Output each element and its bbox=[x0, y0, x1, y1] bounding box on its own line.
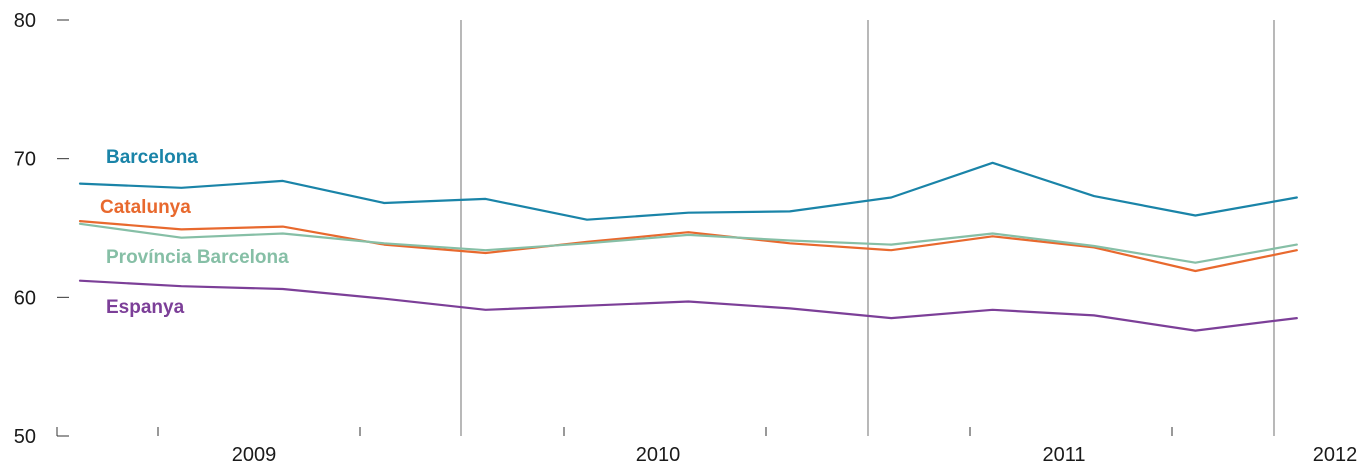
x-year-label-2011: 2011 bbox=[1042, 444, 1085, 466]
series-layer bbox=[78, 161, 1298, 332]
y-tick-label-60: 60 bbox=[14, 287, 36, 309]
y-tick-label-70: 70 bbox=[14, 149, 36, 171]
series-label-catalunya: Catalunya bbox=[100, 197, 191, 218]
series-line-barcelona bbox=[78, 161, 1298, 221]
x-year-label-2010: 2010 bbox=[636, 444, 681, 466]
axes-layer: 50 60 70 80 2009 2010 2011 2012 bbox=[14, 10, 1358, 466]
series-label-espanya: Espanya bbox=[106, 297, 185, 318]
series-labels-layer: Barcelona Catalunya Província Barcelona Esp… bbox=[100, 147, 289, 318]
y-tick-label-50: 50 bbox=[14, 426, 36, 448]
series-line-espanya bbox=[78, 279, 1298, 332]
x-year-label-2009: 2009 bbox=[232, 444, 277, 466]
grid-layer bbox=[460, 20, 1275, 436]
series-line-provincia-barcelona bbox=[78, 222, 1298, 264]
series-line-catalunya bbox=[78, 220, 1298, 273]
series-label-provincia-barcelona: Província Barcelona bbox=[106, 247, 289, 268]
x-year-label-2012: 2012 bbox=[1313, 444, 1358, 466]
y-tick-label-80: 80 bbox=[14, 10, 36, 32]
series-label-barcelona: Barcelona bbox=[106, 147, 198, 168]
